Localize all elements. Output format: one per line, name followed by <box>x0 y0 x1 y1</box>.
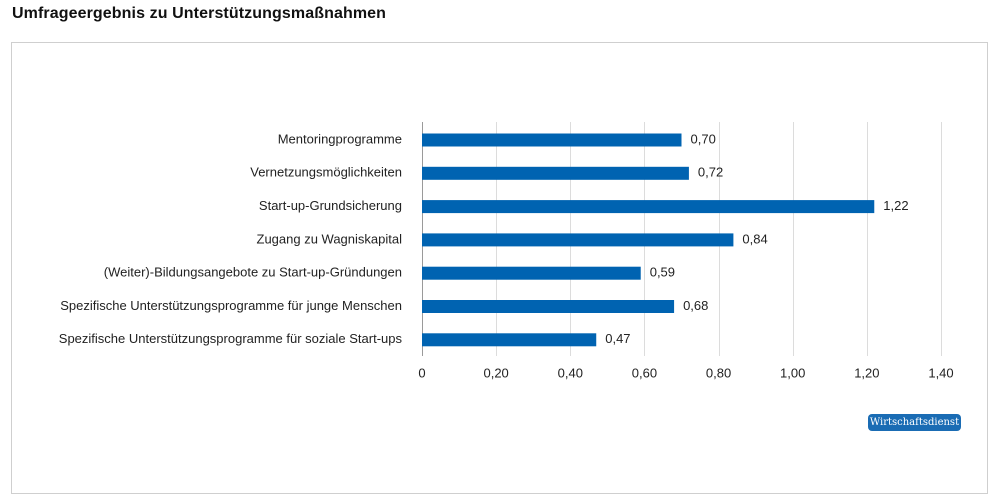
x-tick-label: 0,20 <box>483 365 508 380</box>
bar <box>422 333 597 347</box>
value-label: 0,59 <box>650 265 675 280</box>
x-tick-label: 0 <box>418 365 425 380</box>
x-tick-label: 1,20 <box>854 365 879 380</box>
bar <box>422 300 675 313</box>
bars <box>422 133 875 347</box>
category-label: Spezifische Unterstützungsprogramme für … <box>60 298 402 313</box>
bar <box>422 233 734 247</box>
page-title: Umfrageergebnis zu Unterstützungsmaßnahm… <box>12 5 387 22</box>
category-label: Vernetzungsmöglichkeiten <box>250 165 402 180</box>
category-label: (Weiter)-Bildungsangebote zu Start-up-Gr… <box>104 265 402 280</box>
bar <box>422 133 682 147</box>
bar <box>422 200 875 214</box>
category-label: Zugang zu Wagniskapital <box>257 231 403 246</box>
labels: 0 0,20 0,40 0,60 0,80 1,00 1,20 1,40 Mentoringpr… <box>59 131 954 380</box>
value-label: 0,72 <box>698 165 723 180</box>
x-tick-label: 0,80 <box>706 365 731 380</box>
x-tick-label: 0,40 <box>558 365 583 380</box>
value-label: 0,68 <box>683 298 708 313</box>
bar <box>422 266 641 280</box>
value-label: 0,47 <box>605 331 630 346</box>
category-label: Start-up-Grundsicherung <box>259 198 402 213</box>
category-label: Spezifische Unterstützungsprogramme für … <box>59 331 403 346</box>
source-badge[interactable]: Wirtschaftsdienst <box>868 414 961 431</box>
value-label: 0,84 <box>742 231 767 246</box>
x-tick-label: 1,40 <box>928 365 953 380</box>
value-label: 1,22 <box>883 198 908 213</box>
x-tick-label: 1,00 <box>780 365 805 380</box>
value-label: 0,70 <box>691 131 716 146</box>
category-label: Mentoringprogramme <box>278 131 402 146</box>
bar <box>422 166 689 180</box>
x-tick-label: 0,60 <box>632 365 657 380</box>
